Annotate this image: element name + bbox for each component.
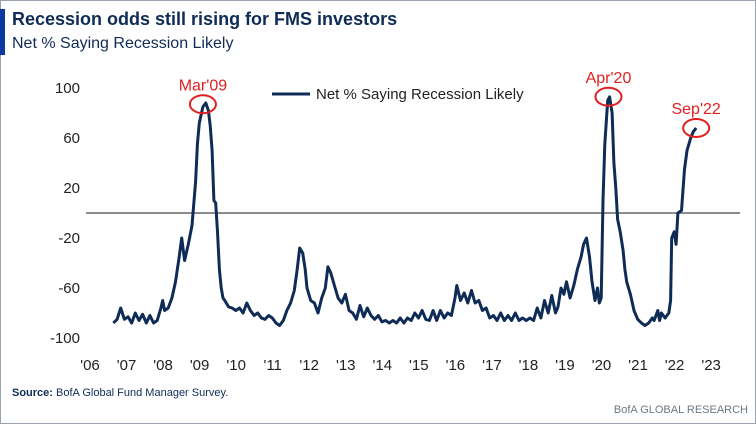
x-tick-label: '18 (519, 357, 539, 374)
annotation-label: Sep'22 (671, 101, 720, 118)
title-accent-bar (0, 9, 5, 55)
y-tick-label: 20 (63, 180, 80, 197)
annotation-circle (188, 94, 217, 115)
annotation-label: Mar'09 (179, 77, 228, 94)
x-tick-label: '07 (117, 357, 137, 374)
source-text: BofA Global Fund Manager Survey. (56, 387, 229, 399)
x-tick-label: '14 (373, 357, 393, 374)
x-tick-label: '21 (628, 357, 648, 374)
annotation-circle (594, 86, 623, 107)
legend-label: Net % Saying Recession Likely (316, 86, 524, 103)
y-axis-ticks: 100 60 20 -20 -60 -100 (50, 80, 80, 347)
x-axis-ticks: '06 '07 '08 '09 '10 '11 '12 '13 '14 '15 '16 '17 '18 '… (80, 357, 721, 374)
source-label: Source: (12, 387, 53, 399)
x-tick-label: '22 (665, 357, 685, 374)
x-tick-label: '19 (555, 357, 575, 374)
y-tick-label: 60 (63, 130, 80, 147)
x-tick-label: '15 (409, 357, 429, 374)
annotations: Mar'09 Apr'20 Sep'22 (179, 70, 721, 138)
chart-title: Recession odds still rising for FMS inve… (12, 9, 398, 29)
y-tick-label: -60 (58, 280, 80, 297)
x-tick-label: '09 (190, 357, 210, 374)
x-tick-label: '08 (153, 357, 173, 374)
annotation-label: Apr'20 (586, 70, 632, 87)
y-tick-label: -100 (50, 330, 80, 347)
legend: Net % Saying Recession Likely (272, 86, 524, 103)
brand-footer: BofA GLOBAL RESEARCH (613, 404, 748, 416)
x-tick-label: '12 (299, 357, 319, 374)
x-tick-label: '13 (336, 357, 356, 374)
x-tick-label: '17 (482, 357, 502, 374)
chart-subtitle: Net % Saying Recession Likely (12, 35, 234, 52)
x-tick-label: '06 (80, 357, 100, 374)
x-tick-label: '23 (701, 357, 721, 374)
annotation-circle (682, 118, 711, 138)
source-note: Source: BofA Global Fund Manager Survey. (12, 387, 228, 399)
x-tick-label: '11 (263, 357, 281, 374)
series-line (112, 95, 698, 327)
x-tick-label: '10 (226, 357, 246, 374)
x-tick-label: '16 (446, 357, 466, 374)
y-tick-label: 100 (55, 80, 80, 97)
x-tick-label: '20 (592, 357, 612, 374)
y-tick-label: -20 (58, 230, 80, 247)
